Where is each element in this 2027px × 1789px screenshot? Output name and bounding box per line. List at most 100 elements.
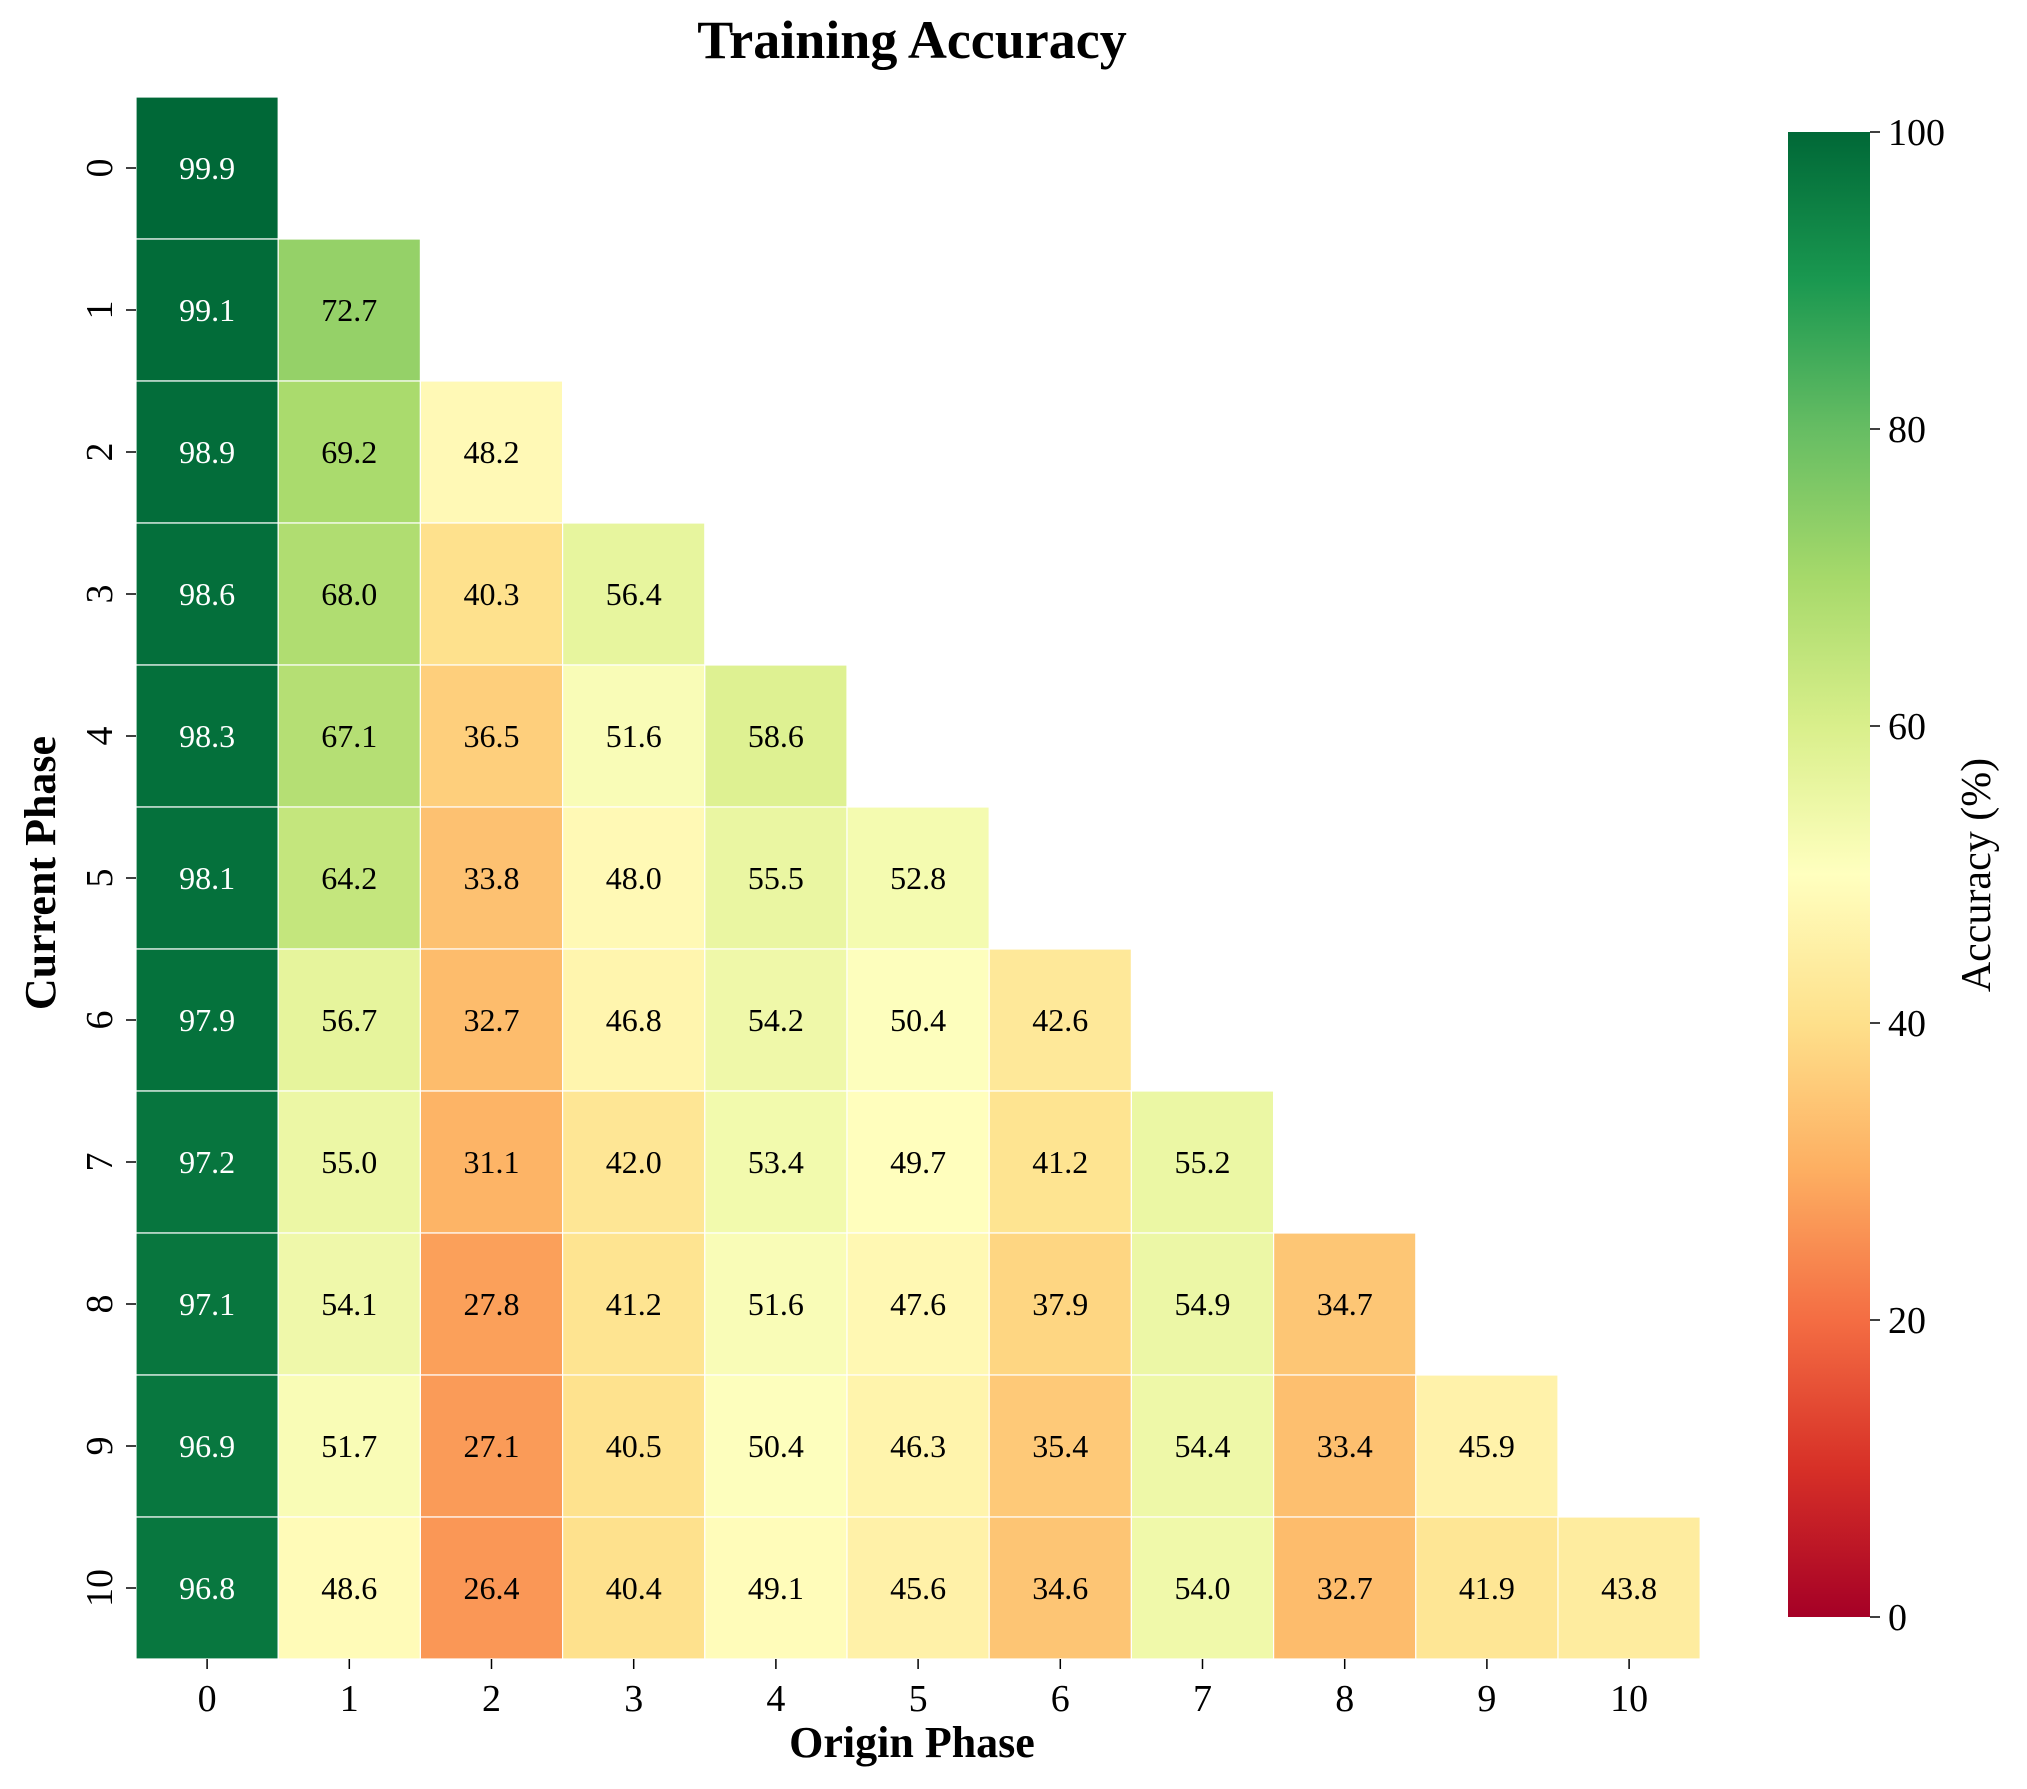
cell-value-label: 52.8 bbox=[890, 860, 946, 896]
x-tick-label: 2 bbox=[482, 1678, 501, 1720]
cell-value-label: 34.7 bbox=[1317, 1286, 1373, 1322]
x-axis-ticks: 0 1 2 3 4 5 6 7 8 9 10 bbox=[198, 1659, 1648, 1720]
cell-value-label: 27.8 bbox=[464, 1286, 520, 1322]
heatmap-cell bbox=[1272, 1516, 1417, 1660]
heatmap-cell bbox=[704, 664, 848, 808]
y-tick-label: 1 bbox=[79, 301, 121, 320]
cell-value-label: 56.7 bbox=[321, 1002, 377, 1038]
y-tick-label: 3 bbox=[79, 585, 121, 604]
heatmap-cell bbox=[988, 1516, 1133, 1660]
colorbar-tick-label: 0 bbox=[1888, 1597, 1907, 1639]
cell-value-label: 45.6 bbox=[890, 1570, 946, 1606]
colorbar-tick-label: 20 bbox=[1888, 1300, 1926, 1342]
cell-value-label: 72.7 bbox=[321, 292, 377, 328]
colorbar-tick-label: 80 bbox=[1888, 409, 1926, 451]
cell-value-label: 51.6 bbox=[606, 718, 662, 754]
y-axis-ticks: 0 1 2 3 4 5 6 7 8 9 10 bbox=[79, 159, 136, 1607]
y-tick-label: 4 bbox=[79, 727, 121, 746]
heatmap-cell bbox=[1272, 1374, 1417, 1518]
cell-value-label: 41.2 bbox=[606, 1286, 662, 1322]
heatmap-cell bbox=[988, 948, 1133, 1092]
cell-value-label: 27.1 bbox=[464, 1428, 520, 1464]
heatmap-cell bbox=[846, 948, 990, 1092]
heatmap-cell bbox=[1130, 1090, 1275, 1234]
heatmap-cell bbox=[704, 806, 848, 950]
y-tick-label: 2 bbox=[79, 443, 121, 462]
cell-value-label: 98.1 bbox=[179, 860, 235, 896]
heatmap-cell bbox=[419, 664, 564, 808]
cell-value-label: 55.5 bbox=[748, 860, 804, 896]
cell-value-label: 50.4 bbox=[748, 1428, 804, 1464]
cell-value-label: 48.2 bbox=[464, 434, 520, 470]
heatmap-cell bbox=[1415, 1374, 1559, 1518]
heatmap-cell bbox=[277, 664, 422, 808]
cell-value-label: 46.8 bbox=[606, 1002, 662, 1038]
cell-value-label: 42.6 bbox=[1032, 1002, 1088, 1038]
cell-value-label: 98.3 bbox=[179, 718, 235, 754]
cell-value-label: 99.1 bbox=[179, 292, 235, 328]
heatmap-cell bbox=[1272, 1232, 1417, 1376]
cell-value-label: 33.4 bbox=[1317, 1428, 1373, 1464]
heatmap-cell bbox=[561, 1516, 706, 1660]
y-tick-label: 6 bbox=[79, 1011, 121, 1030]
cell-value-label: 97.9 bbox=[179, 1002, 235, 1038]
cell-value-label: 68.0 bbox=[321, 576, 377, 612]
y-tick-label: 8 bbox=[79, 1295, 121, 1314]
cell-value-label: 56.4 bbox=[606, 576, 662, 612]
cell-value-label: 48.6 bbox=[321, 1570, 377, 1606]
cell-value-label: 41.2 bbox=[1032, 1144, 1088, 1180]
cell-value-label: 47.6 bbox=[890, 1286, 946, 1322]
cell-value-label: 35.4 bbox=[1032, 1428, 1088, 1464]
heatmap-cell bbox=[277, 238, 422, 382]
x-tick-label: 10 bbox=[1610, 1678, 1648, 1720]
cell-value-label: 32.7 bbox=[1317, 1570, 1373, 1606]
x-tick-label: 0 bbox=[198, 1678, 217, 1720]
cell-value-label: 96.9 bbox=[179, 1428, 235, 1464]
heatmap-cell bbox=[135, 238, 279, 382]
heatmap-cell bbox=[277, 1516, 422, 1660]
colorbar-ticks: 0 20 40 60 80 100 bbox=[1870, 112, 1945, 1639]
cell-value-label: 26.4 bbox=[464, 1570, 520, 1606]
heatmap-cell bbox=[277, 522, 422, 666]
cell-value-label: 31.1 bbox=[464, 1144, 520, 1180]
heatmap-cell bbox=[846, 1374, 990, 1518]
cell-value-label: 67.1 bbox=[321, 718, 377, 754]
heatmap-cell bbox=[277, 806, 422, 950]
cell-value-label: 34.6 bbox=[1032, 1570, 1088, 1606]
x-tick-label: 1 bbox=[340, 1678, 359, 1720]
heatmap-cell bbox=[419, 380, 564, 524]
x-tick-label: 9 bbox=[1477, 1678, 1496, 1720]
cell-value-label: 40.4 bbox=[606, 1570, 662, 1606]
heatmap-cell bbox=[135, 1232, 279, 1376]
y-tick-label: 0 bbox=[79, 159, 121, 178]
heatmap-cell bbox=[988, 1090, 1133, 1234]
cell-value-label: 41.9 bbox=[1459, 1570, 1515, 1606]
heatmap-cell bbox=[135, 1516, 279, 1660]
heatmap-cell bbox=[277, 1232, 422, 1376]
cell-value-label: 97.2 bbox=[179, 1144, 235, 1180]
cell-value-label: 58.6 bbox=[748, 718, 804, 754]
cell-value-label: 48.0 bbox=[606, 860, 662, 896]
cell-value-label: 69.2 bbox=[321, 434, 377, 470]
colorbar-tick-label: 60 bbox=[1888, 706, 1926, 748]
y-tick-label: 5 bbox=[79, 869, 121, 888]
heatmap-cell bbox=[419, 1374, 564, 1518]
chart-title: Training Accuracy bbox=[697, 10, 1126, 70]
cell-value-label: 54.9 bbox=[1175, 1286, 1231, 1322]
cell-value-label: 49.1 bbox=[748, 1570, 804, 1606]
colorbar-tick-label: 100 bbox=[1888, 112, 1945, 154]
heatmap-cell bbox=[988, 1232, 1133, 1376]
heatmap-cell bbox=[561, 522, 706, 666]
cell-value-label: 40.3 bbox=[464, 576, 520, 612]
heatmap-cell bbox=[277, 948, 422, 1092]
cell-value-label: 40.5 bbox=[606, 1428, 662, 1464]
y-tick-label: 9 bbox=[79, 1437, 121, 1456]
y-axis-label: Current Phase bbox=[16, 736, 65, 1010]
x-tick-label: 7 bbox=[1193, 1678, 1212, 1720]
heatmap-cell bbox=[1557, 1516, 1701, 1660]
cell-value-label: 54.2 bbox=[748, 1002, 804, 1038]
heatmap-cells: 99.9 99.1 72.7 98.9 69.2 48.2 98.6 68.0 40.3 56.4… bbox=[135, 96, 1701, 1660]
cell-value-label: 36.5 bbox=[464, 718, 520, 754]
x-tick-label: 8 bbox=[1335, 1678, 1354, 1720]
